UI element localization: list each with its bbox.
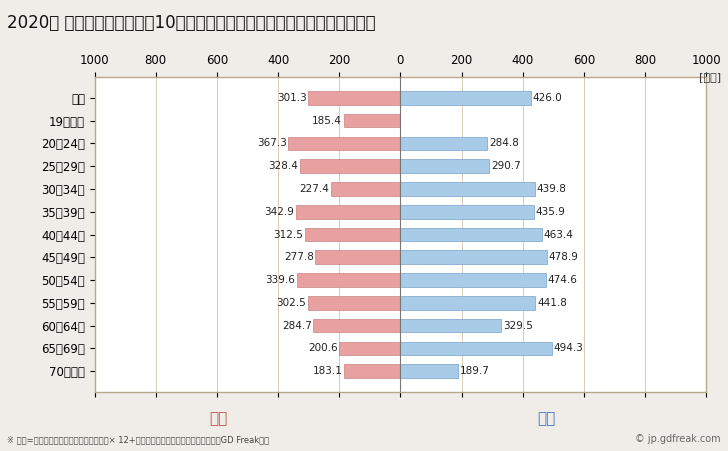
Bar (305, 228, 400, 241)
Bar (400, 250, 547, 264)
Text: 男性: 男性 (537, 411, 555, 426)
Bar (400, 205, 534, 219)
Text: 189.7: 189.7 (460, 366, 490, 376)
Text: 441.8: 441.8 (537, 298, 567, 308)
Text: 494.3: 494.3 (553, 343, 583, 354)
Text: 女性: 女性 (209, 411, 228, 426)
Text: 301.3: 301.3 (277, 93, 306, 103)
Bar (288, 137, 400, 150)
Bar (296, 205, 400, 219)
Text: 435.9: 435.9 (535, 207, 565, 217)
Text: 277.8: 277.8 (284, 252, 314, 262)
Text: 426.0: 426.0 (532, 93, 562, 103)
Bar (296, 273, 400, 287)
Text: 200.6: 200.6 (308, 343, 338, 354)
Bar (400, 296, 536, 310)
Bar (400, 228, 542, 241)
Text: 339.6: 339.6 (265, 275, 295, 285)
Bar (339, 341, 400, 355)
Text: 367.3: 367.3 (257, 138, 287, 148)
Text: ※ 年収=「きまって支給する現金給与額」× 12+「年間賞与その他特別給与額」としてGD Freak推計: ※ 年収=「きまって支給する現金給与額」× 12+「年間賞与その他特別給与額」と… (7, 435, 269, 444)
Text: [万円]: [万円] (699, 72, 721, 82)
Text: 474.6: 474.6 (547, 275, 577, 285)
Text: 284.8: 284.8 (489, 138, 519, 148)
Text: 227.4: 227.4 (299, 184, 329, 194)
Bar (400, 319, 501, 332)
Bar (313, 319, 400, 332)
Bar (344, 114, 400, 128)
Bar (308, 296, 400, 310)
Text: 463.4: 463.4 (544, 230, 574, 239)
Bar (400, 364, 459, 378)
Bar (400, 137, 488, 150)
Bar (331, 182, 400, 196)
Bar (300, 159, 400, 173)
Text: 439.8: 439.8 (537, 184, 566, 194)
Text: 328.4: 328.4 (269, 161, 298, 171)
Text: 2020年 民間企業（従業者数10人以上）フルタイム労働者の男女別平均年収: 2020年 民間企業（従業者数10人以上）フルタイム労働者の男女別平均年収 (7, 14, 376, 32)
Text: 185.4: 185.4 (312, 115, 342, 126)
Bar (400, 182, 535, 196)
Bar (400, 341, 552, 355)
Text: 302.5: 302.5 (277, 298, 306, 308)
Bar (308, 91, 400, 105)
Text: 284.7: 284.7 (282, 321, 312, 331)
Bar (344, 364, 400, 378)
Bar (400, 159, 489, 173)
Text: 312.5: 312.5 (274, 230, 304, 239)
Text: 342.9: 342.9 (264, 207, 294, 217)
Bar (315, 250, 400, 264)
Text: 290.7: 290.7 (491, 161, 521, 171)
Text: © jp.gdfreak.com: © jp.gdfreak.com (635, 434, 721, 444)
Bar (400, 91, 531, 105)
Text: 478.9: 478.9 (548, 252, 578, 262)
Bar (400, 273, 545, 287)
Text: 183.1: 183.1 (313, 366, 343, 376)
Text: 329.5: 329.5 (502, 321, 533, 331)
